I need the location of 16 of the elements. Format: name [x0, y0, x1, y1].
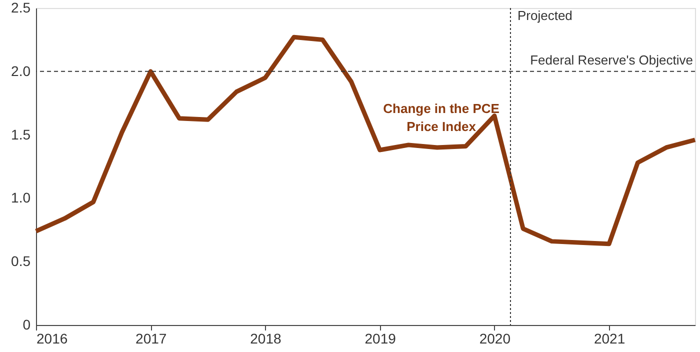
- y-tick-label: 0: [22, 316, 31, 332]
- y-tick-label: 0.5: [11, 253, 31, 270]
- x-tick-label: 2019: [364, 330, 396, 346]
- x-tick-label: 2018: [250, 330, 282, 346]
- line-series: [34, 34, 698, 246]
- x-tick-label: 2021: [594, 330, 626, 346]
- series-label: Change in the PCE Price Index: [383, 101, 500, 134]
- y-tick-label: 1.5: [11, 126, 31, 142]
- ref-line-label: Federal Reserve's Objective: [530, 52, 693, 68]
- x-tick-label: 2017: [136, 330, 167, 346]
- x-tick-label: 2020: [479, 330, 511, 346]
- ref-line-label: Projected: [517, 8, 572, 23]
- x-tick-label: 2016: [36, 330, 68, 346]
- y-tick-label: 1.0: [11, 190, 31, 206]
- y-tick-label: 2.5: [11, 0, 31, 16]
- y-tick-label: 2.0: [11, 62, 31, 79]
